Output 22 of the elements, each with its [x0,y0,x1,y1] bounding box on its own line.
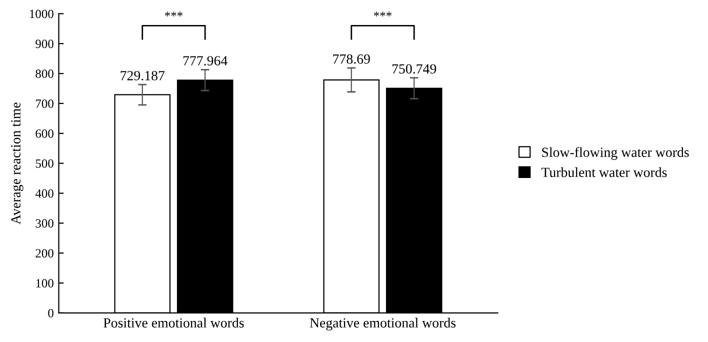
data-label: 729.187 [120,70,165,80]
legend-label: Turbulent water words [541,167,667,178]
y-tick-label: 0 [48,308,54,318]
y-axis-title: Average reaction time [11,102,24,224]
y-tick-label: 100 [36,279,54,288]
x-tick-label: Positive emotional words [104,318,244,328]
data-label: 777.964 [183,56,228,66]
y-tick-label: 900 [36,40,54,48]
y-tick-label: 400 [35,189,54,198]
y-tick-label: 1000 [30,10,54,18]
legend-label: Slow-flowing water words [542,147,689,160]
annotation: *** [374,12,392,16]
y-tick-label: 300 [36,219,54,228]
annotation: *** [164,12,183,16]
data-label: 778.69 [333,54,370,64]
y-tick-label: 800 [36,70,54,78]
y-tick-label: 600 [36,129,54,138]
y-tick-label: 200 [36,249,54,258]
data-label: 750.749 [392,64,436,74]
y-tick-label: 500 [36,159,54,168]
y-tick-label: 700 [36,99,54,108]
x-tick-label: Negative emotional words [310,318,456,330]
